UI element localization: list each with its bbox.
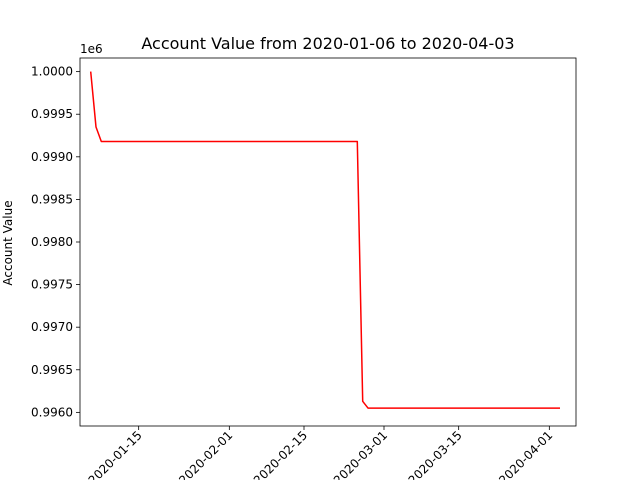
y-tick-label: 0.9960	[31, 405, 73, 419]
plot-frame	[79, 57, 577, 427]
y-axis-label: Account Value	[1, 200, 15, 285]
y-scale-label: 1e6	[80, 42, 103, 56]
y-tick-label: 0.9985	[31, 192, 73, 206]
y-tick-label: 0.9990	[31, 150, 73, 164]
series-line-0	[89, 71, 560, 409]
y-tick-label: 0.9980	[31, 235, 73, 249]
y-tick-label: 0.9965	[31, 363, 73, 377]
y-tick-label: 0.9975	[31, 278, 73, 292]
y-tick-label: 0.9995	[31, 107, 73, 121]
chart-title: Account Value from 2020-01-06 to 2020-04…	[141, 34, 514, 53]
y-tick-label: 0.9970	[31, 320, 73, 334]
y-tick-label: 1.0000	[31, 65, 73, 79]
